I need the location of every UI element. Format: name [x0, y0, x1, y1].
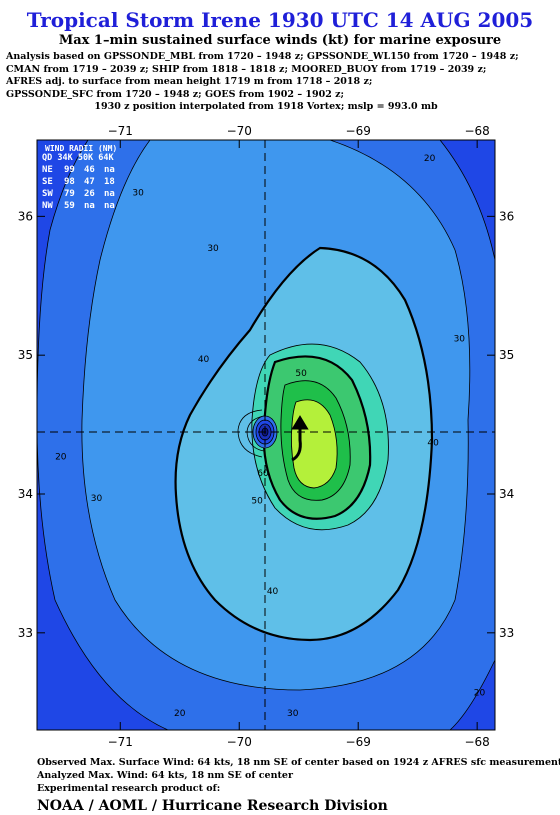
contour-label: 60	[257, 469, 269, 479]
contour-label: 30	[287, 709, 299, 719]
y-tick-label-right: 34	[499, 487, 514, 501]
contour-label: 30	[454, 334, 466, 344]
y-tick-label-right: 36	[499, 209, 514, 223]
x-tick-label-bottom: −70	[227, 735, 252, 749]
storm-motion-arrow	[291, 415, 309, 462]
contour-label: 20	[424, 154, 436, 164]
analysis-line: Analysis based on GPSSONDE_MBL from 1720…	[6, 51, 519, 62]
contour-label: 30	[91, 494, 103, 504]
x-tick-label-top: −70	[227, 124, 252, 138]
y-tick-label-left: 33	[18, 626, 33, 640]
contour-label: 20	[174, 709, 186, 719]
x-tick-label-top: −68	[464, 124, 489, 138]
contour-label: 50	[251, 497, 263, 507]
wind-radii-cell: 99	[64, 165, 75, 175]
wind-radii-cell: na	[84, 201, 95, 211]
wind-radii-cell: na	[104, 165, 115, 175]
x-tick-label-bottom: −68	[464, 735, 489, 749]
wind-radii-cell: 47	[84, 177, 95, 187]
observation-notes: Observed Max. Surface Wind: 64 kts, 18 n…	[37, 756, 560, 795]
contour-label: 20	[474, 688, 486, 698]
wind-radii-cell: 26	[84, 189, 95, 199]
wind-radii-table: WIND RADII (NM) QD 34K 50K 64K NE 99 46 na S…	[42, 144, 117, 211]
observed-max-wind: Observed Max. Surface Wind: 64 kts, 18 n…	[37, 757, 560, 768]
contour-labels: 20 20 20 20 30 30 30 30 30 40 40 40 50 50 60	[55, 154, 485, 719]
contour-label: 40	[198, 355, 210, 365]
wind-radii-cell: na	[104, 201, 115, 211]
plot-frame	[36, 139, 496, 731]
y-tick-label-left: 36	[18, 209, 33, 223]
organization-name: NOAA / AOML / Hurricane Research Divisio…	[37, 798, 388, 814]
contour-field	[37, 140, 495, 730]
contour-label: 20	[55, 452, 67, 462]
wind-radii-cell: 18	[104, 177, 115, 187]
contour-label: 50	[295, 369, 307, 379]
analysis-line: CMAN from 1719 – 2039 z; SHIP from 1818 …	[6, 63, 487, 75]
x-tick-label-top: −71	[108, 124, 133, 138]
analysis-line: AFRES adj. to surface from mean height 1…	[6, 76, 373, 87]
contour-label: 40	[267, 587, 279, 597]
analysis-line: 1930 z position interpolated from 1918 V…	[94, 101, 438, 112]
wind-radii-cell: SE	[42, 177, 53, 187]
contour-label: 40	[427, 438, 439, 448]
contour-label: 30	[207, 244, 219, 254]
wind-radii-cell: 46	[84, 165, 95, 175]
contour-label: 30	[132, 189, 144, 199]
wind-radii-cell: SW	[42, 189, 53, 199]
axis-ticks: −71 −71 −70 −70 −69 −69 −68 −68 36 36 35 35 34 34 33 33	[18, 124, 515, 749]
x-tick-label-bottom: −71	[108, 735, 133, 749]
wind-radii-header: QD 34K 50K 64K	[42, 153, 115, 163]
x-tick-label-top: −69	[346, 124, 371, 138]
y-tick-label-right: 35	[499, 348, 514, 362]
y-tick-label-left: 35	[18, 348, 33, 362]
analysis-line: GPSSONDE_SFC from 1720 – 1948 z; GOES fr…	[6, 88, 345, 100]
experimental-note: Experimental research product of:	[37, 783, 221, 794]
wind-radii-cell: 59	[64, 201, 75, 211]
wind-radii-cell: 98	[64, 177, 75, 187]
wind-radii-cell: na	[104, 189, 115, 199]
analyzed-max-wind: Analyzed Max. Wind: 64 kts, 18 nm SE of …	[37, 770, 293, 781]
wind-radii-title: WIND RADII (NM)	[45, 144, 117, 153]
chart-subtitle: Max 1–min sustained surface winds (kt) f…	[58, 33, 502, 48]
y-tick-label-right: 33	[499, 626, 514, 640]
analysis-sources: Analysis based on GPSSONDE_MBL from 1720…	[6, 51, 560, 114]
x-tick-label-bottom: −69	[346, 735, 371, 749]
wind-radii-cell: 79	[64, 189, 75, 199]
wind-radii-cell: NW	[42, 201, 53, 211]
y-tick-label-left: 34	[18, 487, 33, 501]
wind-radii-cell: NE	[42, 165, 53, 175]
chart-title: Tropical Storm Irene 1930 UTC 14 AUG 200…	[26, 8, 534, 32]
